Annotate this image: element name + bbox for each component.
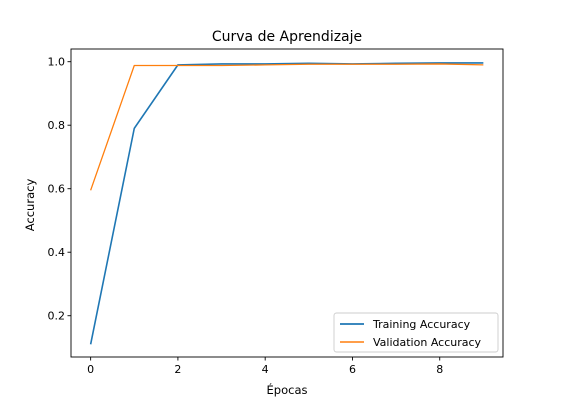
y-tick-label: 0.2 [48, 310, 66, 323]
x-tick-label: 6 [349, 363, 356, 376]
y-tick-label: 1.0 [48, 56, 66, 69]
x-tick-label: 2 [174, 363, 181, 376]
chart-title: Curva de Aprendizaje [212, 29, 362, 45]
legend-box [333, 312, 499, 353]
y-tick-label: 0.4 [48, 246, 66, 259]
x-tick-label: 8 [436, 363, 443, 376]
y-tick-label: 0.8 [48, 119, 66, 132]
series-line-training [89, 62, 484, 345]
plot-area: 0 2 4 6 8 0.2 0.4 0.6 0.8 1.0 [48, 48, 504, 376]
legend: Training Accuracy Validation Accuracy [333, 312, 499, 353]
y-tick-label: 0.6 [48, 183, 66, 196]
x-axis-label: Épocas [267, 382, 308, 397]
axes-frame [70, 48, 504, 358]
x-tick-label: 0 [87, 363, 94, 376]
legend-label-training: Training Accuracy [372, 318, 471, 331]
series-line-validation [90, 63, 484, 191]
legend-label-validation: Validation Accuracy [373, 336, 482, 349]
x-tick-label: 4 [262, 363, 269, 376]
y-axis-label: Accuracy [23, 179, 37, 232]
